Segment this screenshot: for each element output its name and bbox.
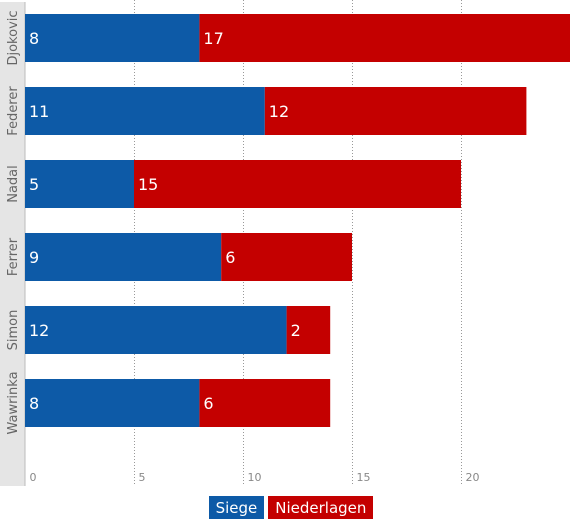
bar-niederlagen-ferrer <box>221 233 352 281</box>
data-label: 12 <box>269 102 289 121</box>
data-label: 5 <box>29 175 39 194</box>
bar-siege-simon <box>25 306 287 354</box>
x-tick-label: 20 <box>466 471 480 484</box>
data-label: 11 <box>29 102 49 121</box>
x-tick-label: 15 <box>357 471 371 484</box>
data-label: 6 <box>203 394 213 413</box>
bar-siege-ferrer <box>25 233 222 281</box>
bar-siege-nadal <box>25 160 134 208</box>
x-tick-label: 10 <box>248 471 262 484</box>
category-label: Nadal <box>6 165 21 203</box>
data-label: 15 <box>138 175 158 194</box>
bar-siege-djokovic <box>25 14 200 62</box>
bar-niederlagen-wawrinka <box>199 379 331 427</box>
x-tick-label: 5 <box>139 471 146 484</box>
stacked-bar-chart: 0 5 10 15 20 8 17 Djokovic 11 12 Federer 5 15 Nadal 9 6… <box>0 0 570 486</box>
category-label: Wawrinka <box>6 371 21 434</box>
category-label: Simon <box>6 310 21 351</box>
data-label: 2 <box>291 321 301 340</box>
data-label: 8 <box>29 394 39 413</box>
bar-niederlagen-nadal <box>134 160 461 208</box>
data-label: 6 <box>225 248 235 267</box>
bar-siege-federer <box>25 87 265 135</box>
bar-niederlagen-federer <box>264 87 527 135</box>
data-label: 12 <box>29 321 49 340</box>
x-tick-label: 0 <box>30 471 37 484</box>
category-label: Djokovic <box>6 10 21 65</box>
legend-item-niederlagen[interactable]: Niederlagen <box>268 496 374 519</box>
bar-siege-wawrinka <box>25 379 200 427</box>
legend-item-siege[interactable]: Siege <box>208 496 265 519</box>
data-label: 17 <box>203 29 223 48</box>
bar-niederlagen-djokovic <box>199 14 570 62</box>
data-label: 8 <box>29 29 39 48</box>
bar-niederlagen-simon <box>286 306 331 354</box>
data-label: 9 <box>29 248 39 267</box>
legend: Siege Niederlagen <box>0 496 582 520</box>
category-label: Federer <box>6 86 21 136</box>
category-label: Ferrer <box>6 237 21 276</box>
category-axis-band <box>0 2 25 486</box>
